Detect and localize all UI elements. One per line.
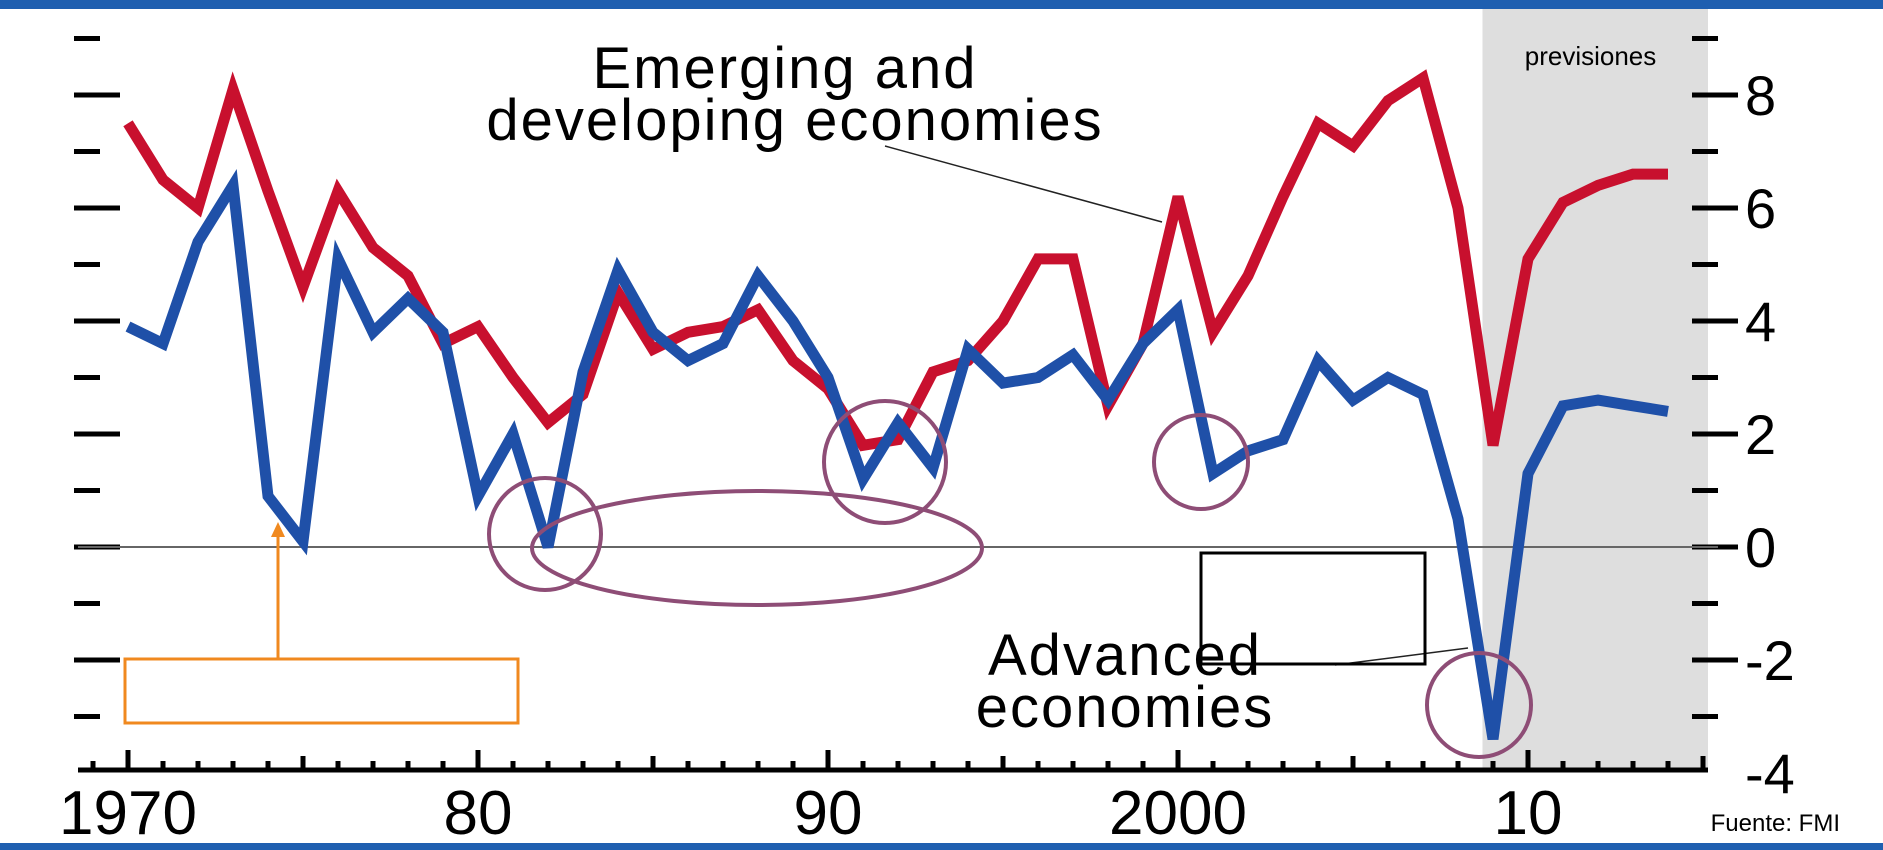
bottom-accent-bar [0,843,1883,850]
orange-annotation-box [123,657,520,725]
y-tick-label: 8 [1745,64,1776,127]
forecast-band [1482,9,1708,770]
black-annotation-box [1199,551,1427,666]
orange-arrow-head [271,522,285,537]
highlight-ellipse-1980s [530,489,984,607]
emerging-leader-line [884,145,1163,223]
x-tick-label: 90 [794,779,863,848]
top-accent-bar [0,0,1883,9]
x-tick-label: 2000 [1109,779,1247,848]
y-tick-label: 2 [1745,403,1776,466]
source-note: Fuente: FMI [1711,810,1840,837]
x-tick-label: 10 [1494,779,1563,848]
y-tick-label: -2 [1745,629,1795,692]
series-line-advanced [125,169,1669,740]
series-line-emerging [123,69,1668,452]
highlight-circle-2001 [1152,413,1250,511]
y-tick-label: 0 [1745,516,1776,579]
forecast-label: previsiones [1525,41,1657,71]
y-tick-label: 6 [1745,177,1776,240]
highlight-circle-2009 [1425,651,1533,759]
x-tick-label: 1970 [59,779,197,848]
emerging-label-line1: Emerging and [592,36,977,101]
highlight-circle-1991 [822,399,948,525]
emerging-label-line2: developing economies [486,88,1103,153]
y-tick-label: -4 [1745,742,1795,805]
advanced-leader-line [1334,647,1469,666]
x-tick-label: 80 [444,779,513,848]
advanced-label-line2: economies [976,675,1274,740]
y-tick-label: 4 [1745,290,1776,353]
highlight-circle-1982 [487,476,603,592]
advanced-label-line1: Advanced [988,623,1262,688]
